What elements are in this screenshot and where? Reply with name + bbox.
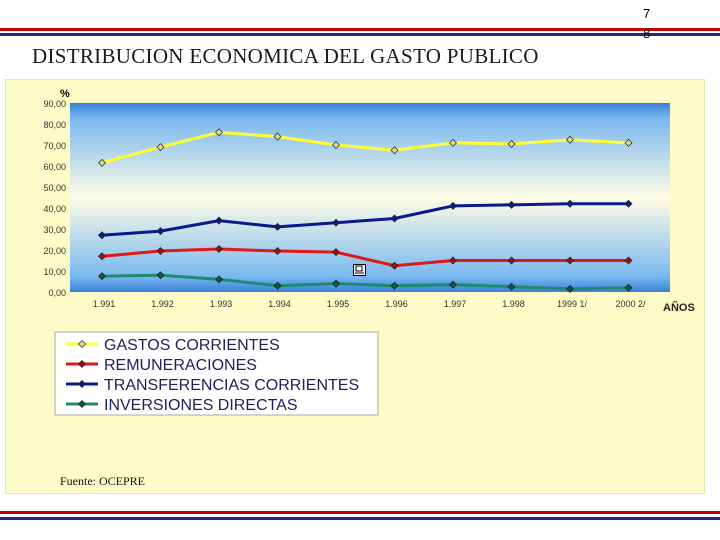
legend-item: GASTOS CORRIENTES (66, 337, 280, 354)
data-point (156, 227, 165, 236)
y-axis-label: % (60, 88, 70, 100)
data-point (273, 247, 282, 256)
series-3 (98, 199, 633, 240)
data-point (624, 256, 633, 265)
x-axis: 1.991 1.992 1.993 1.994 1.995 1.996 1.997 1.998… (93, 299, 646, 309)
y-tick-label: 50,00 (43, 183, 66, 193)
x-tick-label: 1.996 (385, 299, 408, 309)
legend-box (54, 331, 379, 416)
legend-items: GASTOS CORRIENTES REMUNERACIONES TRANSFERE… (66, 337, 359, 414)
data-point (566, 256, 574, 265)
x-tick-label: 1999 1/ (557, 299, 588, 309)
data-point (390, 146, 399, 155)
data-point (507, 139, 516, 148)
data-point (390, 281, 399, 290)
data-point (156, 143, 165, 152)
data-point (273, 222, 282, 231)
legend-item: TRANSFERENCIAS CORRIENTES (66, 377, 359, 394)
x-tick-label: 1.998 (502, 299, 525, 309)
legend-label: GASTOS CORRIENTES (104, 337, 280, 354)
x-tick-label: 1.995 (327, 299, 350, 309)
data-point (215, 216, 223, 225)
x-tick-label: 1.997 (444, 299, 467, 309)
data-point (449, 138, 457, 147)
series-line (101, 202, 629, 237)
y-tick-label: 10,00 (43, 267, 66, 277)
y-tick-label: 0,00 (48, 288, 66, 298)
series-line (101, 247, 629, 268)
legend-swatch-marker (78, 380, 86, 388)
data-point (624, 138, 633, 147)
data-point (624, 199, 633, 208)
data-point (390, 214, 399, 223)
bottom-rule-blue (0, 517, 720, 520)
embedded-object-icon (353, 264, 366, 276)
x-tick-label: 1.994 (268, 299, 291, 309)
data-point (624, 283, 633, 292)
series-1 (98, 128, 633, 167)
legend-label: INVERSIONES DIRECTAS (104, 397, 298, 414)
top-rule-red (0, 28, 720, 31)
data-point (332, 248, 340, 257)
data-point (332, 218, 340, 227)
data-point (566, 199, 574, 208)
data-point (449, 201, 457, 210)
legend-swatch-marker (78, 400, 86, 408)
data-point (507, 200, 516, 209)
series-layer (98, 128, 633, 293)
series-2 (98, 244, 633, 270)
legend-label: REMUNERACIONES (104, 357, 257, 374)
data-point (507, 256, 516, 265)
data-point (332, 141, 340, 149)
data-point (390, 261, 399, 270)
series-line (101, 273, 629, 291)
x-axis-label: AÑOS (663, 301, 695, 314)
y-axis: 0,00 10,00 20,00 30,00 40,00 50,00 60,00 70,00 8… (43, 99, 66, 298)
data-point (332, 279, 340, 288)
source-note: Fuente: OCEPRE (60, 474, 146, 488)
plot-area (70, 103, 670, 292)
x-tick-label: 1.991 (93, 299, 116, 309)
data-point (566, 284, 574, 293)
data-point (273, 281, 282, 290)
x-tick-label: 1.992 (151, 299, 174, 309)
legend-item: REMUNERACIONES (66, 357, 257, 374)
y-tick-label: 60,00 (43, 162, 66, 172)
data-point (98, 252, 106, 261)
data-point (156, 271, 165, 280)
data-point (156, 247, 165, 256)
legend-item: INVERSIONES DIRECTAS (66, 397, 298, 414)
x-tick-label: 1.993 (210, 299, 233, 309)
top-rule-blue (0, 33, 720, 36)
y-tick-label: 30,00 (43, 225, 66, 235)
series-line (101, 130, 629, 165)
data-point (98, 231, 106, 240)
data-point (215, 244, 223, 253)
y-tick-label: 90,00 (43, 99, 66, 109)
data-point (98, 272, 106, 281)
legend-label: TRANSFERENCIAS CORRIENTES (104, 377, 359, 394)
data-point (449, 256, 457, 265)
y-tick-label: 20,00 (43, 246, 66, 256)
data-point (449, 280, 457, 289)
bottom-rule-red (0, 511, 720, 514)
data-point (273, 132, 282, 141)
data-point (98, 158, 106, 167)
series-4 (98, 271, 633, 293)
x-tick-label: 2000 2/ (615, 299, 646, 309)
page-title: DISTRIBUCION ECONOMICA DEL GASTO PUBLICO (32, 44, 539, 68)
data-point (566, 135, 574, 144)
y-tick-label: 70,00 (43, 141, 66, 151)
data-point (215, 275, 223, 284)
legend-swatch-marker (78, 360, 86, 368)
data-point (507, 282, 516, 291)
data-point (215, 128, 223, 137)
y-tick-label: 80,00 (43, 120, 66, 130)
legend: GASTOS CORRIENTES REMUNERACIONES TRANSFERE… (54, 331, 379, 416)
page-number: 78 (643, 6, 651, 41)
legend-swatch-marker (78, 340, 86, 348)
y-tick-label: 40,00 (43, 204, 66, 214)
